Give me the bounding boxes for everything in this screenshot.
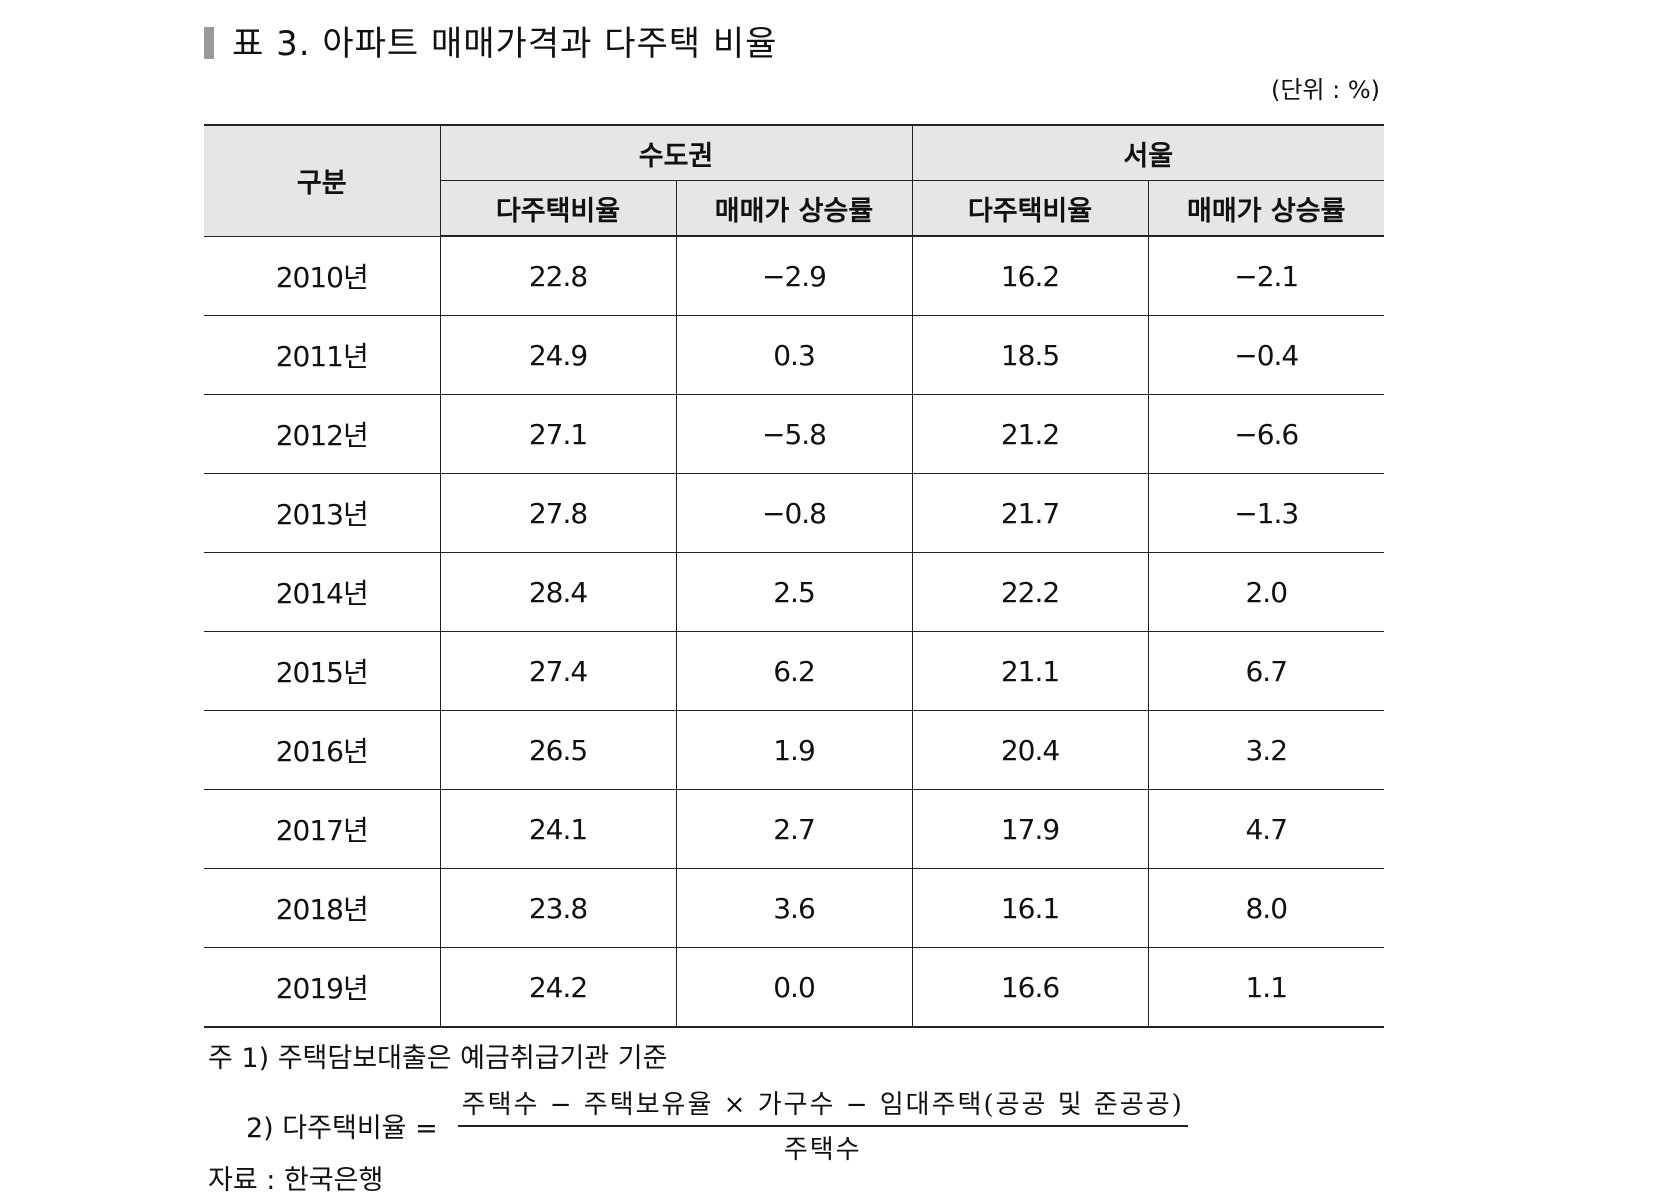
formula-numerator: 주택수 − 주택보유율 × 가구수 − 임대주택(공공 및 준공공) [457,1084,1188,1127]
table-row: 2013년 27.8 −0.8 21.7 −1.3 [204,473,1384,553]
header-category: 구분 [204,124,441,237]
table-row: 2015년 27.4 6.2 21.1 6.7 [204,631,1384,711]
cell-seoul-rate: 4.7 [1147,789,1384,869]
cell-seoul-ratio: 16.6 [911,947,1149,1028]
cell-year: 2018년 [204,868,441,948]
cell-metro-rate: 0.3 [675,315,913,395]
unit-label: (단위 : %) [1270,76,1380,104]
cell-seoul-ratio: 21.1 [911,631,1149,711]
cell-metro-ratio: 27.8 [439,473,677,553]
table-row: 2019년 24.2 0.0 16.6 1.1 [204,947,1384,1028]
cell-year: 2015년 [204,631,441,711]
header-group-seoul: 서울 [911,124,1384,181]
formula-fraction: 주택수 − 주택보유율 × 가구수 − 임대주택(공공 및 준공공) 주택수 [457,1084,1188,1166]
cell-metro-rate: 2.5 [675,552,913,632]
cell-seoul-rate: −2.1 [1147,235,1384,316]
formula-denominator: 주택수 [783,1135,862,1165]
cell-year: 2012년 [204,394,441,474]
cell-seoul-ratio: 20.4 [911,710,1149,790]
cell-seoul-rate: −6.6 [1147,394,1384,474]
data-table: 구분 수도권 서울 다주택비율 매매가 상승률 다주택비율 매매가 상승률 20… [204,124,1384,1028]
cell-seoul-ratio: 16.2 [911,235,1149,316]
header-group-metro: 수도권 [439,124,913,181]
cell-seoul-rate: 8.0 [1147,868,1384,948]
table-row: 2011년 24.9 0.3 18.5 −0.4 [204,315,1384,395]
cell-metro-ratio: 24.2 [439,947,677,1028]
cell-seoul-rate: −1.3 [1147,473,1384,553]
note-1: 주 1) 주택담보대출은 예금취급기관 기준 [208,1043,668,1074]
cell-metro-ratio: 24.9 [439,315,677,395]
header-seoul-rate: 매매가 상승률 [1147,180,1384,237]
cell-seoul-ratio: 17.9 [911,789,1149,869]
cell-seoul-rate: 3.2 [1147,710,1384,790]
table-body: 2010년 22.8 −2.9 16.2 −2.1 2011년 24.9 0.3 18.5 −0.… [204,235,1384,1028]
cell-seoul-ratio: 21.7 [911,473,1149,553]
cell-seoul-ratio: 16.1 [911,868,1149,948]
cell-year: 2013년 [204,473,441,553]
table-row: 2010년 22.8 −2.9 16.2 −2.1 [204,235,1384,316]
cell-seoul-rate: 1.1 [1147,947,1384,1028]
cell-metro-rate: −5.8 [675,394,913,474]
cell-seoul-ratio: 21.2 [911,394,1149,474]
cell-year: 2014년 [204,552,441,632]
cell-metro-ratio: 27.1 [439,394,677,474]
table-row: 2017년 24.1 2.7 17.9 4.7 [204,789,1384,869]
cell-metro-ratio: 24.1 [439,789,677,869]
cell-year: 2019년 [204,947,441,1028]
header-metro-ratio: 다주택비율 [440,180,677,237]
cell-metro-ratio: 27.4 [439,631,677,711]
cell-metro-rate: 2.7 [675,789,913,869]
cell-seoul-ratio: 22.2 [911,552,1149,632]
title-marker-bar [204,27,214,59]
table-row: 2012년 27.1 −5.8 21.2 −6.6 [204,394,1384,474]
cell-metro-ratio: 28.4 [439,552,677,632]
header-metro-rate: 매매가 상승률 [675,180,913,237]
cell-seoul-rate: 6.7 [1147,631,1384,711]
cell-metro-rate: 3.6 [675,868,913,948]
cell-year: 2010년 [204,235,441,316]
cell-seoul-rate: −0.4 [1147,315,1384,395]
cell-metro-ratio: 26.5 [439,710,677,790]
cell-metro-rate: −2.9 [675,235,913,316]
cell-seoul-rate: 2.0 [1147,552,1384,632]
cell-metro-rate: −0.8 [675,473,913,553]
title-text: 표 3. 아파트 매매가격과 다주택 비율 [232,23,778,64]
cell-year: 2016년 [204,710,441,790]
cell-seoul-ratio: 18.5 [911,315,1149,395]
cell-metro-rate: 1.9 [675,710,913,790]
cell-metro-ratio: 23.8 [439,868,677,948]
cell-metro-ratio: 22.8 [439,235,677,316]
header-seoul-ratio: 다주택비율 [911,180,1149,237]
cell-metro-rate: 6.2 [675,631,913,711]
cell-year: 2011년 [204,315,441,395]
table-title: 표 3. 아파트 매매가격과 다주택 비율 [204,14,777,66]
cell-metro-rate: 0.0 [675,947,913,1028]
table-row: 2014년 28.4 2.5 22.2 2.0 [204,552,1384,632]
note-2-label: 2) 다주택비율 = [246,1112,438,1144]
source-note: 자료 : 한국은행 [208,1165,384,1196]
table-row: 2016년 26.5 1.9 20.4 3.2 [204,710,1384,790]
table-row: 2018년 23.8 3.6 16.1 8.0 [204,868,1384,948]
cell-year: 2017년 [204,789,441,869]
note-2: 2) 다주택비율 = 주택수 − 주택보유율 × 가구수 − 임대주택(공공 및… [246,1090,1188,1165]
